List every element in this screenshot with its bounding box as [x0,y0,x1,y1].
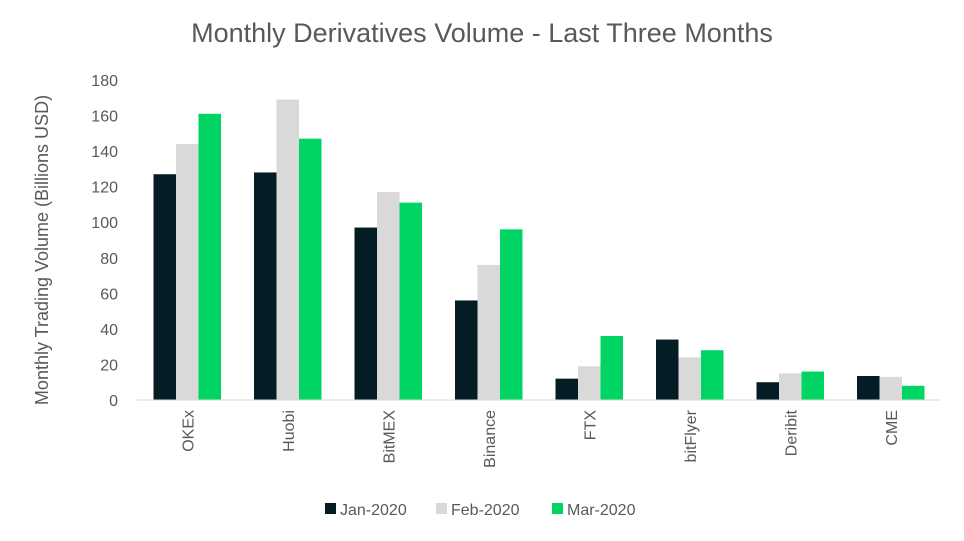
x-tick-label: Deribit [783,409,800,456]
legend-swatch [325,503,336,514]
bar-feb-2020-okex [176,144,199,400]
legend: Jan-2020 Feb-2020 Mar-2020 [325,502,636,519]
y-tick-label: 180 [91,73,118,90]
bar-feb-2020-ftx [578,366,601,400]
bar-feb-2020-huobi [276,99,299,401]
y-tick-label: 120 [91,180,118,197]
bar-jan-2020-bitflyer [656,339,679,400]
bar-feb-2020-bitmex [377,192,400,400]
y-tick-label: 160 [91,109,118,126]
bar-mar-2020-okex [198,113,221,401]
bar-mar-2020-ftx [600,336,623,400]
bars-group [153,99,925,401]
bar-mar-2020-huobi [299,138,322,400]
x-tick-label: bitFlyer [683,409,700,462]
bar-jan-2020-okex [153,174,176,400]
bar-jan-2020-ftx [555,378,578,400]
x-tick-label: Binance [482,410,499,468]
bar-jan-2020-deribit [756,382,779,400]
bar-mar-2020-binance [500,229,523,400]
x-tick-label: FTX [582,410,599,441]
bar-mar-2020-bitflyer [701,350,724,400]
y-axis: 0 20 40 60 80 100 120 140 160 180 [91,73,118,410]
bar-jan-2020-binance [455,300,478,400]
x-tick-label: BitMEX [381,410,398,464]
y-tick-label: 80 [100,251,118,268]
legend-label: Jan-2020 [340,502,407,519]
x-tick-label: Huobi [281,410,298,452]
legend-label: Feb-2020 [451,502,520,519]
bar-jan-2020-huobi [254,172,277,400]
legend-label: Mar-2020 [567,502,636,519]
y-tick-label: 60 [100,286,118,303]
legend-swatch [552,503,563,514]
x-tick-label: OKEx [180,410,197,452]
y-tick-label: 0 [109,393,118,410]
bar-mar-2020-cme [902,385,925,400]
bar-feb-2020-cme [879,376,902,400]
y-tick-label: 20 [100,357,118,374]
x-tick-label: CME [884,410,901,446]
x-axis: OKEx Huobi BitMEX Binance FTX bitFlyer Deribit… [180,409,901,468]
bar-mar-2020-deribit [801,371,824,400]
bar-jan-2020-cme [857,376,880,400]
bar-jan-2020-bitmex [354,227,377,400]
bar-feb-2020-deribit [779,373,802,400]
bar-feb-2020-bitflyer [678,357,701,400]
bar-mar-2020-bitmex [399,202,422,400]
y-tick-label: 100 [91,215,118,232]
y-axis-title: Monthly Trading Volume (Billions USD) [32,95,52,405]
legend-swatch [436,503,447,514]
y-tick-label: 40 [100,322,118,339]
chart-title: Monthly Derivatives Volume - Last Three … [191,18,773,48]
bar-feb-2020-binance [477,264,500,400]
y-tick-label: 140 [91,144,118,161]
